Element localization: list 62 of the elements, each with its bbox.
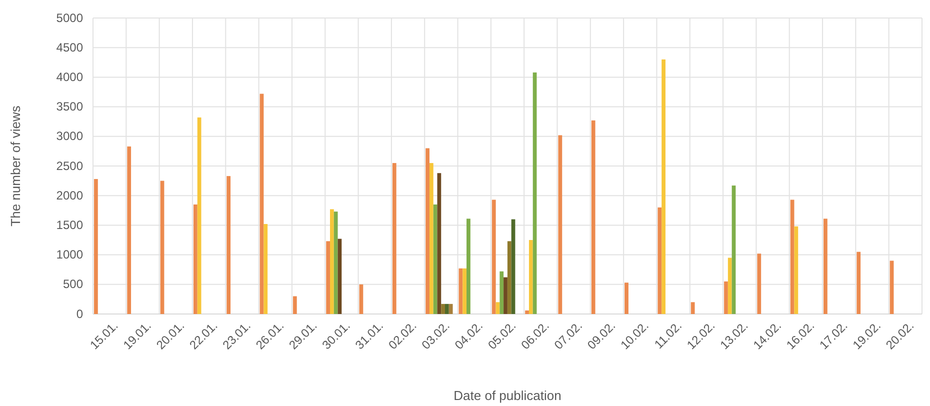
bar [591, 120, 596, 314]
bar [504, 277, 508, 314]
y-tick-label: 2000 [56, 188, 84, 202]
bar [532, 72, 537, 314]
bar [197, 117, 202, 314]
bar [496, 302, 500, 314]
y-tick-label: 0 [76, 306, 84, 321]
bar [500, 271, 504, 314]
bar [437, 173, 442, 314]
bar [426, 148, 430, 314]
bar [511, 219, 516, 314]
bar [732, 186, 736, 314]
bar [492, 200, 496, 314]
bar [429, 163, 434, 314]
bar [127, 146, 132, 314]
bar [326, 241, 330, 314]
bar [260, 94, 264, 314]
y-tick-label: 4500 [56, 40, 84, 54]
bar [193, 204, 198, 314]
bar [359, 284, 364, 314]
bar [462, 268, 467, 314]
y-tick-label: 2500 [56, 158, 84, 173]
bar [690, 302, 695, 314]
bar [330, 209, 334, 314]
bar [292, 296, 297, 314]
bar [525, 310, 529, 314]
bar [794, 226, 798, 314]
bar [724, 281, 728, 314]
bar [558, 135, 562, 314]
bar [507, 241, 512, 314]
bar [94, 179, 98, 314]
bar [338, 238, 342, 314]
bar [458, 268, 463, 314]
bar [445, 304, 449, 314]
bar [790, 200, 794, 314]
bar [392, 163, 396, 314]
bar [160, 180, 164, 314]
bar [334, 212, 338, 314]
bar [728, 258, 732, 314]
x-axis-title: Date of publication [454, 388, 562, 403]
bar [433, 204, 438, 314]
y-tick-label: 1500 [56, 218, 84, 232]
bar [757, 254, 762, 314]
bar [662, 59, 666, 314]
y-tick-label: 5000 [56, 10, 84, 25]
bar [528, 240, 533, 314]
bar [448, 304, 453, 314]
bar [264, 224, 268, 314]
bar [658, 207, 662, 314]
y-tick-label: 4000 [56, 70, 84, 84]
bar [624, 282, 628, 314]
bar [890, 260, 894, 314]
y-tick-label: 3500 [56, 100, 84, 114]
y-tick-label: 500 [62, 277, 84, 292]
bar [466, 218, 470, 314]
y-tick-label: 1000 [56, 248, 84, 262]
y-tick-label: 3000 [56, 129, 84, 144]
bar [856, 252, 861, 314]
y-axis-title: The number of views [8, 105, 23, 226]
bar [226, 176, 231, 314]
bar [441, 304, 445, 314]
bar [824, 218, 828, 314]
